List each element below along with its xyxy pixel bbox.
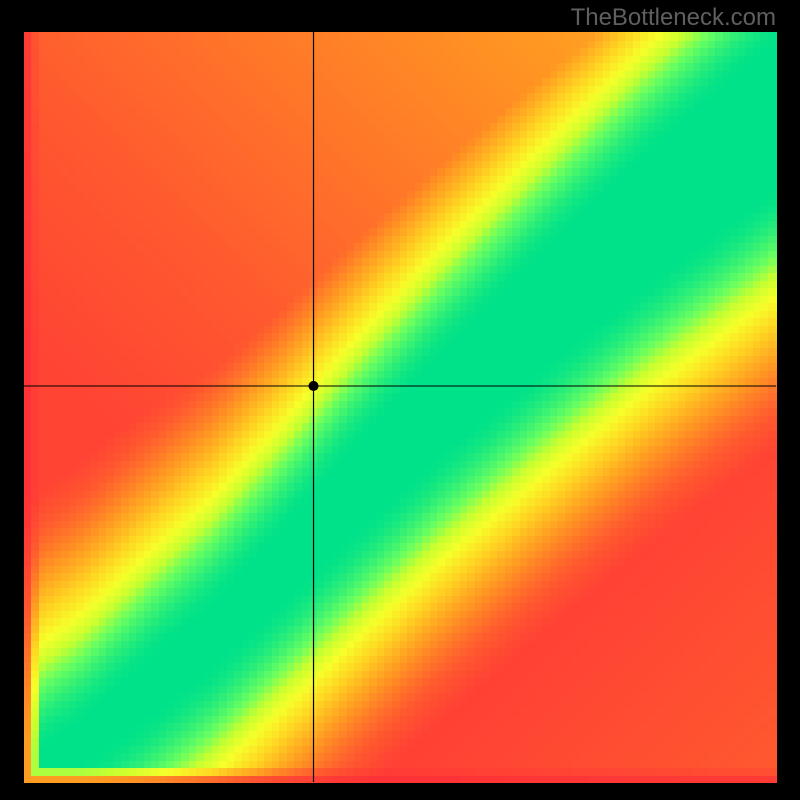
heatmap-canvas — [0, 0, 800, 800]
chart-container: TheBottleneck.com — [0, 0, 800, 800]
watermark-text: TheBottleneck.com — [571, 4, 776, 32]
